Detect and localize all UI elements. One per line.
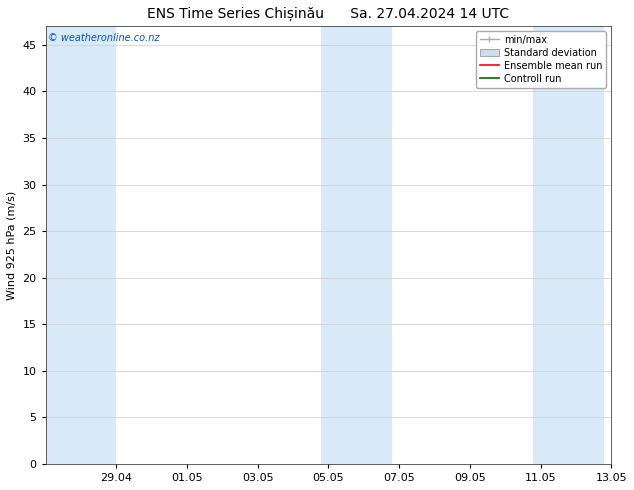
Title: ENS Time Series Chișinău      Sa. 27.04.2024 14 UTC: ENS Time Series Chișinău Sa. 27.04.2024 … bbox=[147, 7, 510, 21]
Bar bbox=[533, 26, 604, 464]
Bar bbox=[321, 26, 392, 464]
Y-axis label: Wind 925 hPa (m/s): Wind 925 hPa (m/s) bbox=[7, 191, 17, 300]
Text: © weatheronline.co.nz: © weatheronline.co.nz bbox=[48, 33, 160, 43]
Legend: min/max, Standard deviation, Ensemble mean run, Controll run: min/max, Standard deviation, Ensemble me… bbox=[476, 31, 606, 88]
Bar bbox=[46, 26, 117, 464]
